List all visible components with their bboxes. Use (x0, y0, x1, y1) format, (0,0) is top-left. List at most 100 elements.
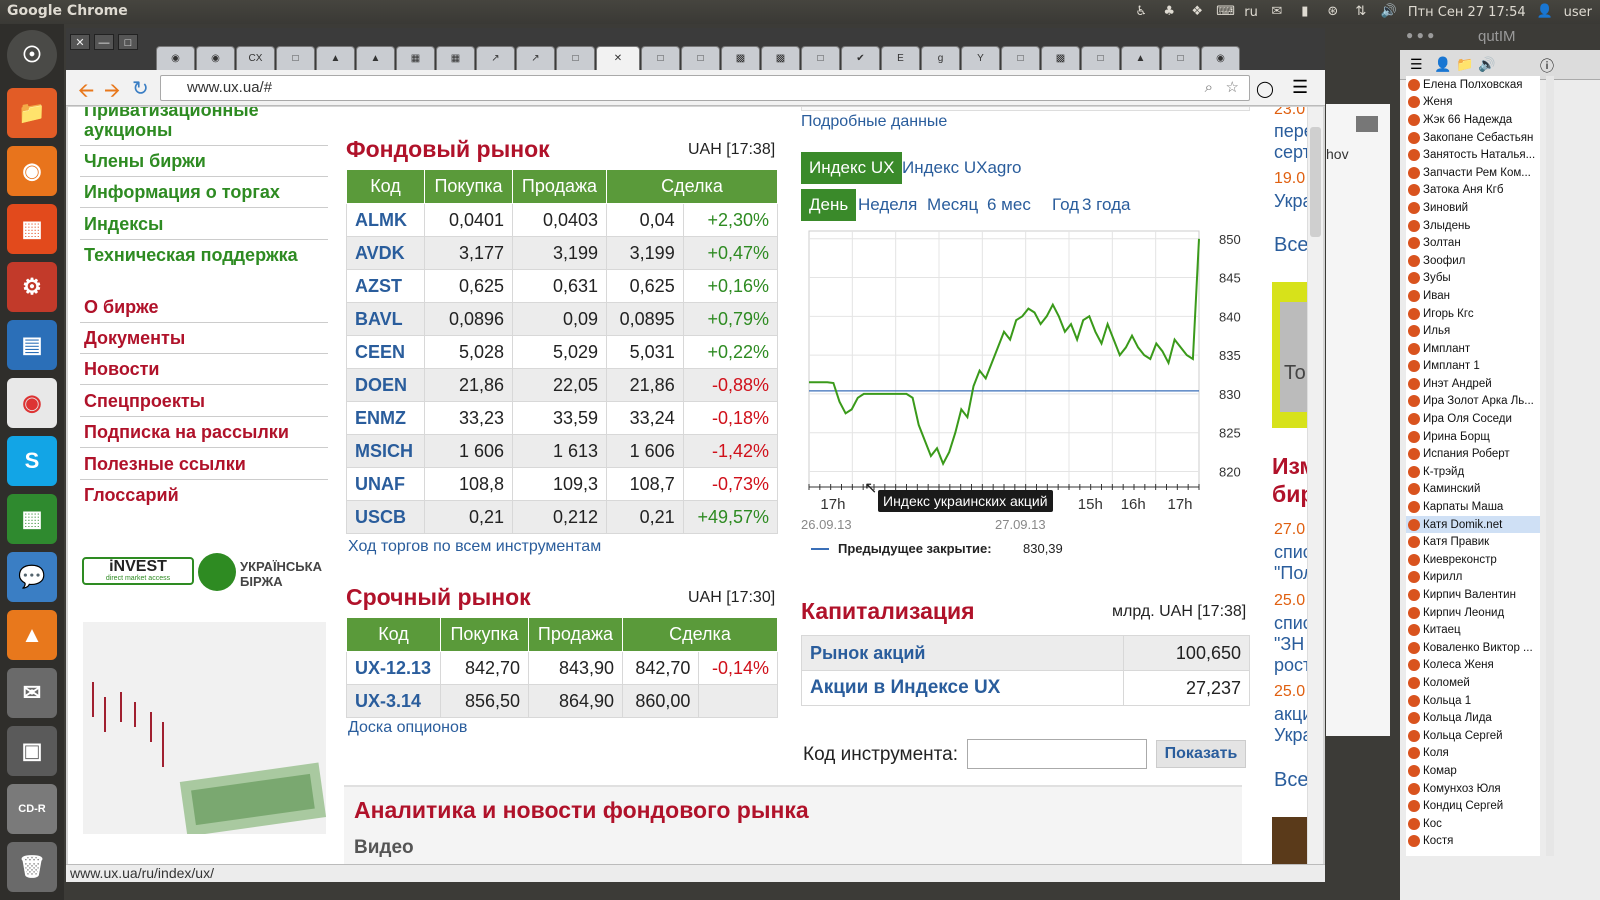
vlc-icon[interactable]: ▲ (7, 610, 57, 660)
bookmark-star-icon[interactable]: ☆ (1225, 79, 1239, 96)
cap-label[interactable]: Рынок акций (801, 635, 1124, 671)
period-week[interactable]: Неделя (858, 195, 918, 214)
contact-item[interactable]: Имплант 1 (1406, 358, 1540, 376)
instrument-code[interactable]: AVDK (346, 236, 425, 270)
contact-item[interactable]: Игорь Кгс (1406, 305, 1540, 323)
tab[interactable]: ↗ (516, 46, 555, 70)
nav-trading-info[interactable]: Информация о торгах (84, 182, 280, 202)
news-text[interactable]: Укра (1274, 725, 1307, 745)
contact-item[interactable]: Киевреконстр (1406, 551, 1540, 569)
instrument-code[interactable]: DOEN (346, 368, 425, 402)
writer-icon[interactable]: ▤ (7, 320, 57, 370)
cd-r-icon[interactable]: CD-R (7, 784, 57, 834)
table-row[interactable]: UX-12.13 842,70 843,90 842,70 -0,14% (346, 651, 778, 685)
contact-item[interactable]: Запчасти Рем Ком... (1406, 164, 1540, 182)
table-row[interactable]: CEEN 5,028 5,029 5,031 +0,22% (346, 335, 779, 369)
contact-item[interactable]: Катя Domik.net (1406, 515, 1540, 534)
tab[interactable]: ▲ (316, 46, 355, 70)
contact-item[interactable]: Каминский (1406, 481, 1540, 499)
col-sell[interactable]: Продажа (528, 617, 623, 652)
news-text[interactable]: спис (1274, 542, 1307, 562)
advert-banner[interactable] (83, 622, 327, 837)
files-icon[interactable]: 📁 (7, 88, 57, 138)
contact-item[interactable]: Иван (1406, 287, 1540, 305)
instrument-code[interactable]: USCB (346, 500, 425, 534)
col-buy[interactable]: Покупка (424, 169, 513, 204)
extension-icon[interactable]: ◯ (1256, 81, 1274, 98)
table-row[interactable]: UX-3.14 856,50 864,90 860,00 (346, 684, 778, 718)
right-banner-bottom[interactable] (1272, 817, 1307, 864)
contact-item[interactable]: Имплант (1406, 340, 1540, 358)
ux-logo-icon[interactable] (198, 553, 236, 591)
qutim-sound-icon[interactable]: 🔊 (1478, 56, 1496, 72)
network-icon[interactable]: ⇅ (1355, 4, 1367, 19)
clock[interactable]: Птн Сен 27 17:54 (1407, 4, 1526, 20)
period-year[interactable]: Год (1052, 195, 1080, 214)
contact-item[interactable]: Закопане Себастьян (1406, 129, 1540, 147)
tab[interactable]: □ (641, 46, 680, 70)
nav-about[interactable]: О бирже (84, 297, 159, 317)
instrument-code[interactable]: CEEN (346, 335, 425, 369)
skype-icon[interactable]: S (7, 436, 57, 486)
tab[interactable]: □ (276, 46, 315, 70)
trash-icon[interactable]: 🗑 (7, 842, 57, 892)
instrument-code[interactable]: UX-3.14 (346, 684, 441, 718)
all-news-link[interactable]: Все (1274, 769, 1307, 791)
qutim-scrollbar[interactable] (1546, 76, 1554, 856)
cap-label[interactable]: Акции в Индексе UX (801, 670, 1124, 706)
nav-subscription[interactable]: Подписка на рассылки (84, 422, 289, 442)
contact-item[interactable]: Зубы (1406, 270, 1540, 288)
calc-icon[interactable]: ▦ (7, 494, 57, 544)
zoom-icon[interactable]: ⌕ (1204, 79, 1213, 96)
tab[interactable]: □ (801, 46, 840, 70)
contact-item[interactable]: Ира Оля Соседи (1406, 410, 1540, 428)
workspaces-icon[interactable]: ▣ (7, 726, 57, 776)
instrument-code[interactable]: ENMZ (346, 401, 425, 435)
contact-item[interactable]: Злыдень (1406, 217, 1540, 235)
qutim-contacts-icon[interactable]: 👤 (1434, 56, 1452, 72)
table-row[interactable]: BAVL 0,0896 0,09 0,0895 +0,79% (346, 302, 779, 336)
contact-item[interactable]: К-трэйд (1406, 463, 1540, 481)
contact-item[interactable]: Кольца Лида (1406, 709, 1540, 727)
news-text[interactable]: рост (1274, 655, 1307, 675)
analytics-video-heading[interactable]: Видео (354, 837, 414, 858)
tab[interactable]: ▲ (1121, 46, 1160, 70)
contact-item[interactable]: Илья (1406, 322, 1540, 340)
volume-icon[interactable]: 🔊 (1380, 4, 1397, 19)
period-day[interactable]: День (801, 189, 857, 221)
tab[interactable]: □ (1001, 46, 1040, 70)
tab[interactable]: ✔ (841, 46, 880, 70)
contact-item[interactable]: Кондиц Сергей (1406, 797, 1540, 815)
table-row[interactable]: ENMZ 33,23 33,59 33,24 -0,18% (346, 401, 779, 435)
contact-item[interactable]: Коломей (1406, 674, 1540, 692)
close-window-icon[interactable]: ✕ (70, 34, 90, 50)
dropbox-icon[interactable]: ❖ (1191, 4, 1204, 19)
contact-item[interactable]: Ира Золот Арка Ль... (1406, 393, 1540, 411)
nav-exchange-members[interactable]: Члены биржи (84, 151, 206, 171)
contact-item[interactable]: Занятость Наталья... (1406, 146, 1540, 164)
options-board-link[interactable]: Доска опционов (348, 719, 468, 736)
keyboard-icon[interactable]: ⌨ (1216, 4, 1235, 19)
tab[interactable]: □ (1161, 46, 1200, 70)
news-text[interactable]: серт (1274, 142, 1307, 162)
tab[interactable]: ▩ (721, 46, 760, 70)
index-ux-chart[interactable]: 820 825 830 835 840 845 850 17h 15h 16h 17h 26.09.1… (801, 219, 1241, 539)
maximize-window-icon[interactable]: □ (118, 34, 138, 50)
contact-item[interactable]: Кирпич Валентин (1406, 586, 1540, 604)
nav-news[interactable]: Новости (84, 359, 160, 379)
tab-index-ux[interactable]: Индекс UX (801, 152, 903, 184)
contact-item[interactable]: Кольца 1 (1406, 692, 1540, 710)
news-text[interactable]: Укра (1274, 191, 1307, 211)
tab[interactable]: CX (236, 46, 275, 70)
tab[interactable]: ◉ (156, 46, 195, 70)
contact-item[interactable]: Ирина Борщ (1406, 428, 1540, 446)
mail-client-icon[interactable]: ✉ (7, 668, 57, 718)
invest-logo[interactable]: iNVEST direct market access (82, 557, 194, 585)
contact-item[interactable]: Зиновий (1406, 199, 1540, 217)
minimize-window-icon[interactable]: — (94, 34, 114, 50)
instrument-code[interactable]: BAVL (346, 302, 425, 336)
tab[interactable]: g (921, 46, 960, 70)
tab[interactable]: ◉ (1201, 46, 1240, 70)
tab[interactable]: □ (681, 46, 720, 70)
mail-icon[interactable]: ✉ (1271, 4, 1283, 19)
